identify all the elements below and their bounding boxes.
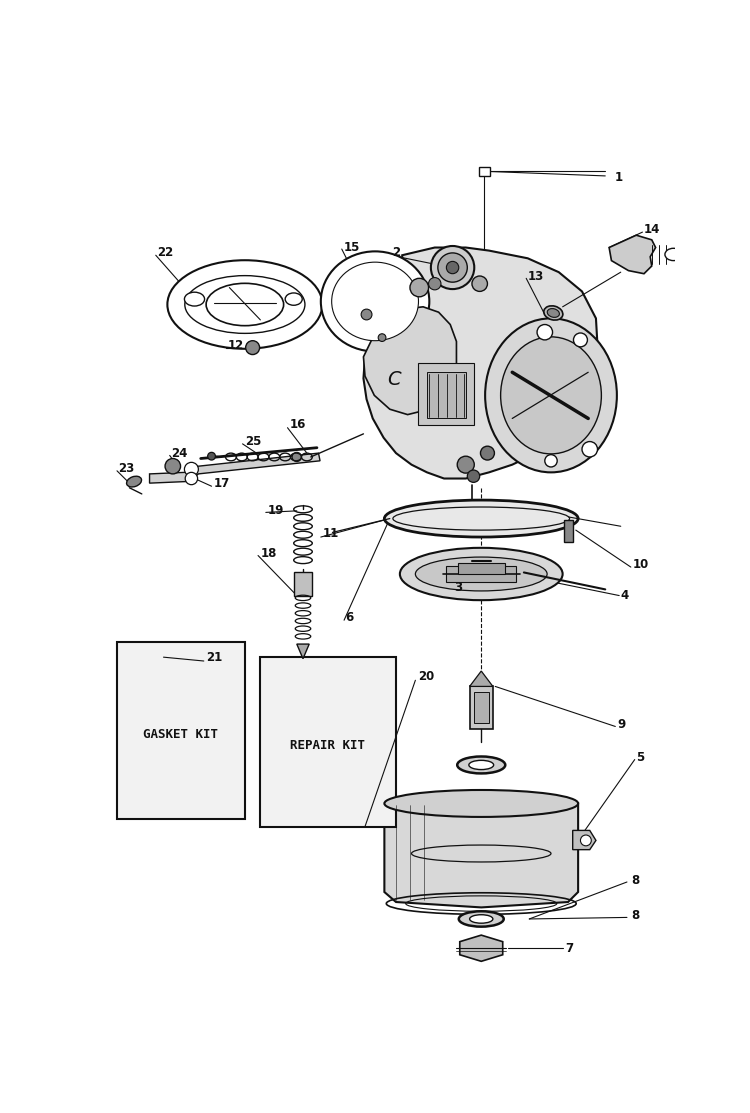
Ellipse shape [127, 476, 142, 487]
Text: 21: 21 [206, 651, 222, 663]
Text: 23: 23 [118, 462, 135, 475]
Circle shape [292, 452, 302, 462]
Text: 1: 1 [614, 171, 622, 184]
Text: 8: 8 [631, 908, 639, 922]
Circle shape [574, 333, 587, 347]
Circle shape [428, 277, 441, 289]
Circle shape [467, 470, 480, 482]
Ellipse shape [544, 306, 562, 321]
Text: 19: 19 [268, 504, 284, 518]
Circle shape [410, 278, 428, 297]
Polygon shape [297, 644, 309, 659]
Text: 15: 15 [344, 242, 360, 254]
Text: 13: 13 [528, 269, 544, 283]
Text: GASKET KIT: GASKET KIT [143, 728, 218, 740]
Polygon shape [470, 671, 493, 687]
Text: C: C [388, 371, 401, 390]
Text: 22: 22 [158, 246, 173, 259]
Ellipse shape [332, 263, 419, 341]
Ellipse shape [665, 248, 682, 260]
Circle shape [430, 246, 474, 289]
Circle shape [544, 454, 557, 467]
Text: 17: 17 [214, 477, 230, 491]
Ellipse shape [206, 284, 284, 326]
Polygon shape [260, 657, 396, 827]
Text: 3: 3 [454, 581, 462, 594]
Text: 20: 20 [418, 670, 434, 683]
Circle shape [537, 325, 553, 339]
Circle shape [580, 835, 591, 846]
Text: 9: 9 [618, 718, 626, 731]
Polygon shape [149, 453, 320, 483]
Bar [427, 372, 466, 418]
Circle shape [438, 253, 467, 283]
Circle shape [184, 462, 198, 476]
Ellipse shape [321, 252, 429, 352]
Text: 6: 6 [346, 611, 354, 623]
Text: REPAIR KIT: REPAIR KIT [290, 739, 365, 752]
Ellipse shape [384, 790, 578, 817]
Polygon shape [609, 235, 656, 274]
Bar [479, 167, 490, 176]
Circle shape [362, 309, 372, 319]
Polygon shape [364, 247, 598, 479]
Text: 7: 7 [565, 942, 573, 955]
Text: 5: 5 [636, 751, 644, 764]
Ellipse shape [459, 912, 504, 927]
Text: 16: 16 [290, 418, 306, 431]
Circle shape [246, 341, 259, 355]
Ellipse shape [470, 915, 493, 923]
Polygon shape [364, 307, 457, 415]
Bar [473, 692, 489, 722]
Ellipse shape [458, 757, 506, 774]
Ellipse shape [501, 337, 602, 454]
Circle shape [378, 334, 386, 342]
Polygon shape [446, 567, 516, 582]
Bar [418, 363, 473, 425]
Ellipse shape [384, 500, 578, 538]
Ellipse shape [400, 548, 562, 600]
Circle shape [481, 446, 494, 460]
Text: 4: 4 [621, 589, 629, 602]
Text: 10: 10 [632, 559, 649, 571]
Circle shape [582, 442, 598, 457]
Polygon shape [384, 804, 578, 907]
Polygon shape [458, 563, 505, 574]
Text: 2: 2 [392, 246, 400, 259]
Ellipse shape [184, 293, 205, 306]
Circle shape [446, 262, 459, 274]
Polygon shape [117, 642, 244, 819]
Polygon shape [460, 935, 503, 962]
Text: 11: 11 [322, 528, 339, 541]
Ellipse shape [469, 760, 494, 769]
Ellipse shape [167, 260, 322, 348]
Text: 24: 24 [171, 446, 188, 460]
Circle shape [472, 276, 488, 292]
Ellipse shape [285, 293, 302, 305]
Text: 25: 25 [244, 435, 261, 449]
Ellipse shape [548, 308, 560, 317]
Bar [564, 520, 574, 542]
Text: 8: 8 [631, 874, 639, 887]
Text: 14: 14 [644, 224, 660, 236]
Circle shape [208, 452, 215, 460]
Polygon shape [573, 830, 596, 849]
Ellipse shape [485, 318, 616, 472]
Ellipse shape [184, 276, 305, 334]
Bar [470, 687, 493, 729]
Text: 12: 12 [228, 338, 244, 352]
Ellipse shape [416, 558, 547, 591]
Text: 18: 18 [260, 546, 277, 560]
Circle shape [458, 456, 474, 473]
Circle shape [185, 472, 197, 484]
Bar [295, 572, 311, 595]
Circle shape [165, 459, 181, 474]
